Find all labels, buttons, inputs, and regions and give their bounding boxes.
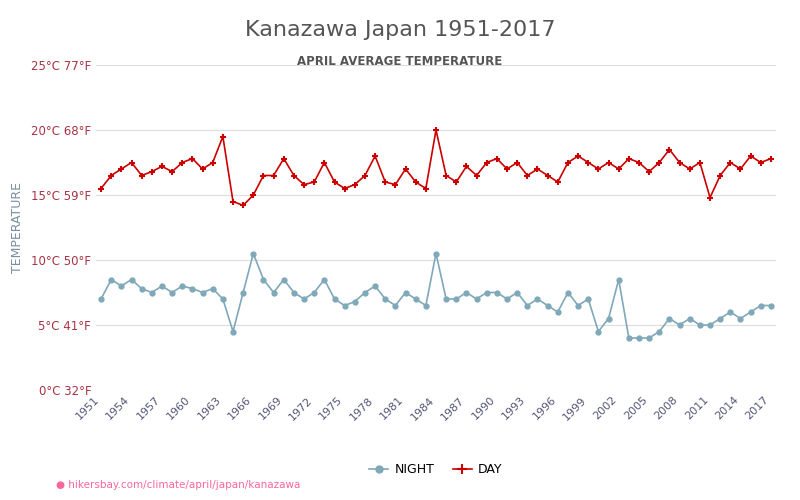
Y-axis label: TEMPERATURE: TEMPERATURE <box>11 182 24 273</box>
Text: Kanazawa Japan 1951-2017: Kanazawa Japan 1951-2017 <box>245 20 555 40</box>
Text: ● hikersbay.com/climate/april/japan/kanazawa: ● hikersbay.com/climate/april/japan/kana… <box>56 480 300 490</box>
Legend: NIGHT, DAY: NIGHT, DAY <box>365 458 507 481</box>
Text: APRIL AVERAGE TEMPERATURE: APRIL AVERAGE TEMPERATURE <box>298 55 502 68</box>
